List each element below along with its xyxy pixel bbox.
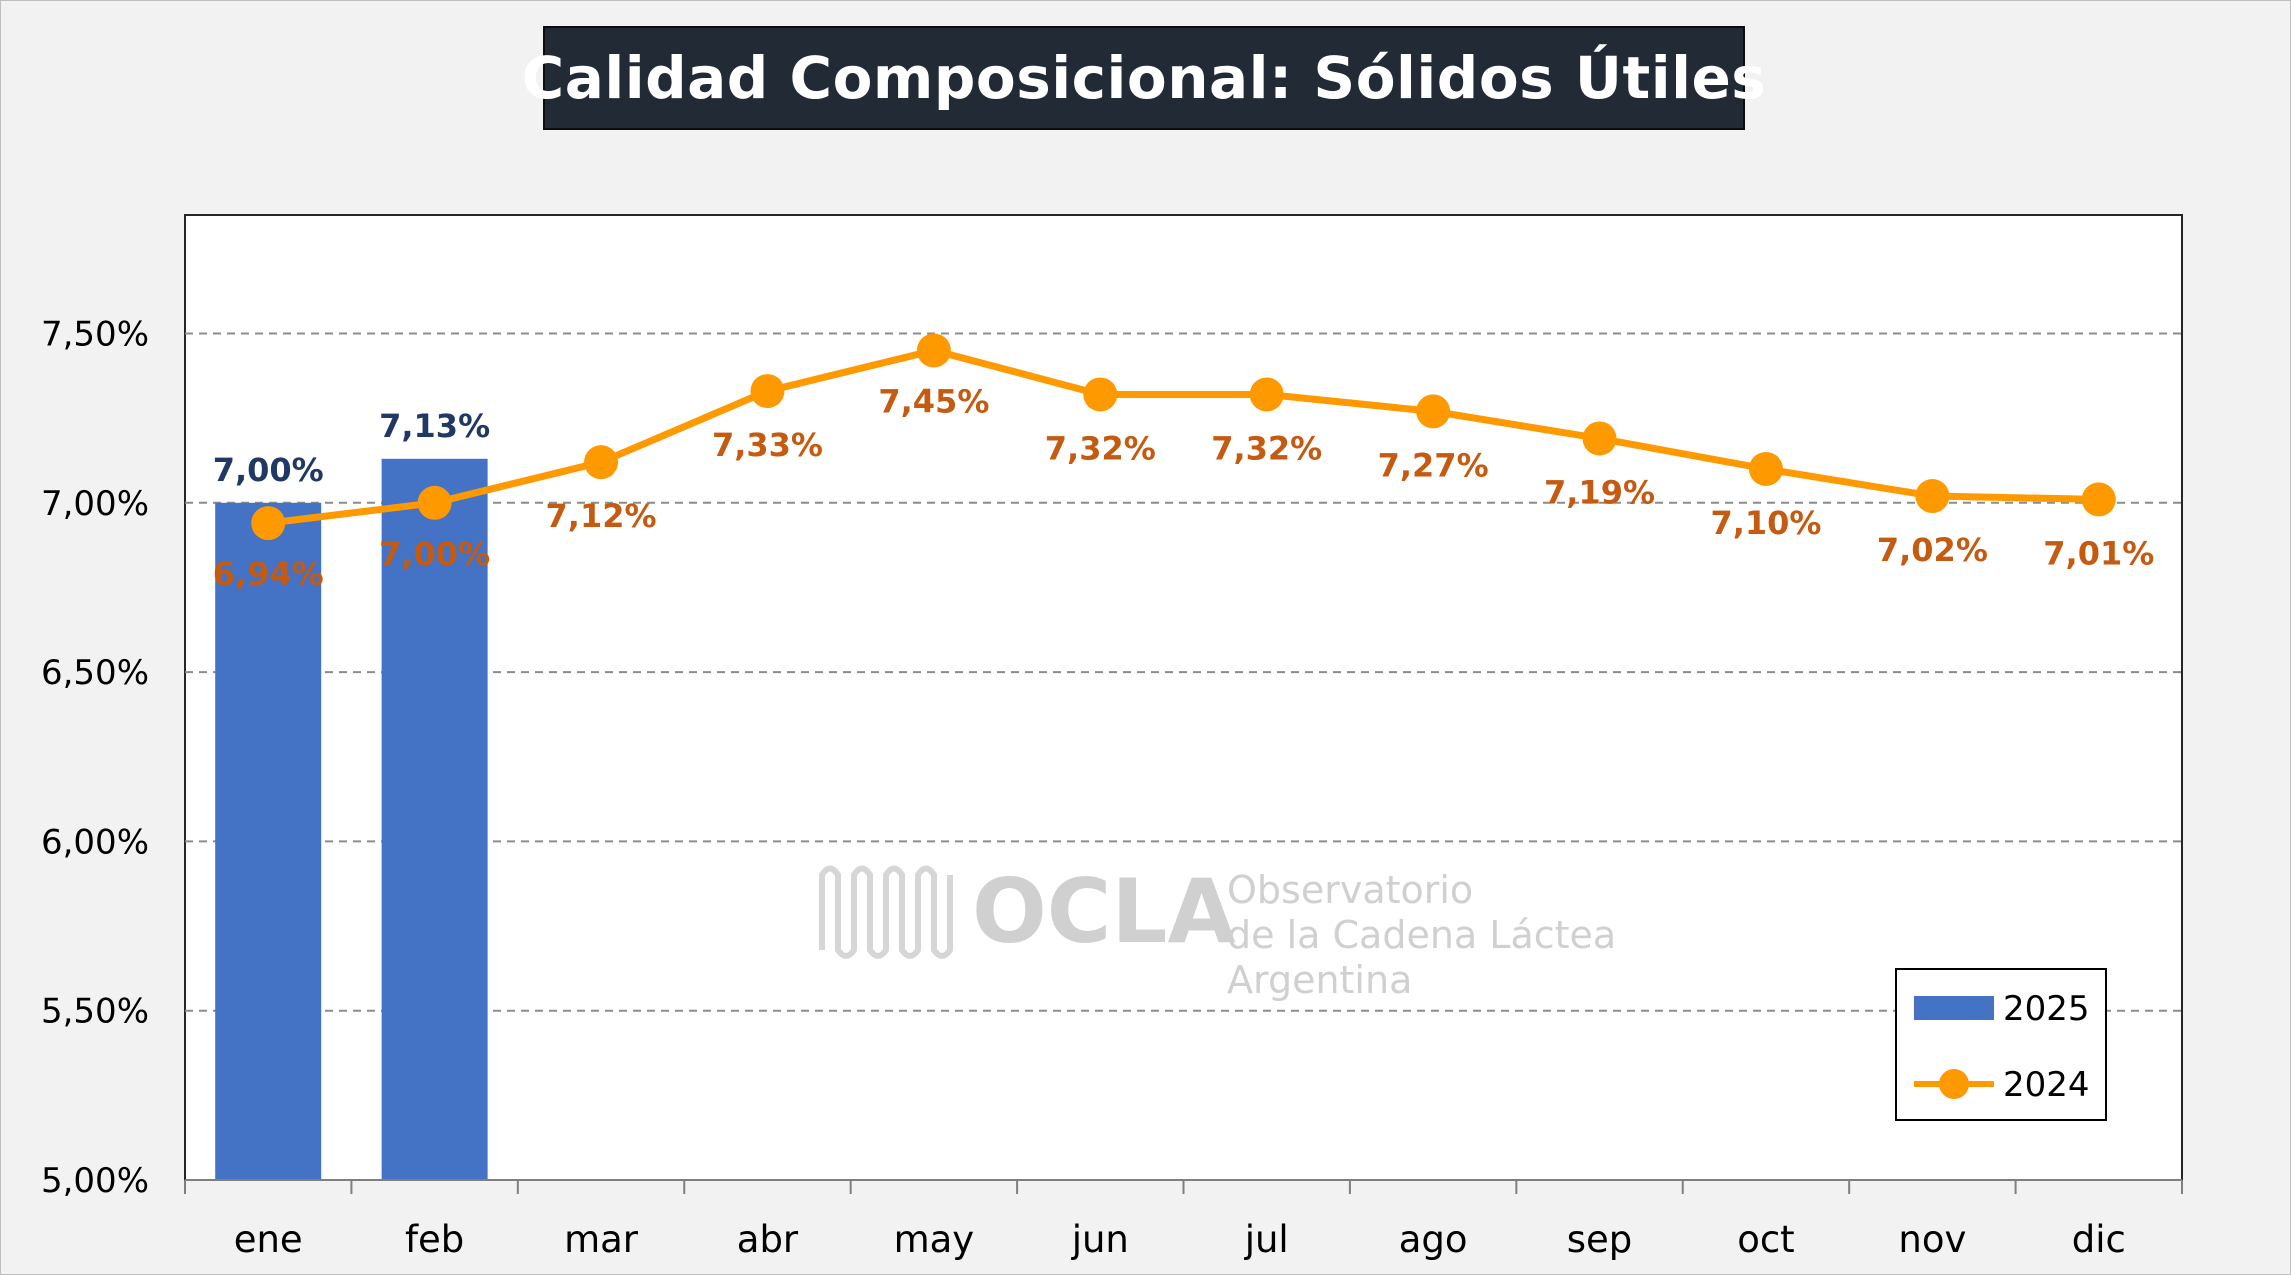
y-tick-label: 7,50% <box>41 315 149 355</box>
point-2024 <box>1416 394 1451 429</box>
point-2024 <box>584 445 619 480</box>
gridlines <box>185 332 2182 1012</box>
plot-area <box>184 214 2183 1181</box>
line-data-label: 7,27% <box>1378 446 1489 484</box>
line-data-label: 7,33% <box>712 426 823 464</box>
y-tick-label: 6,00% <box>41 822 149 862</box>
x-tick-label: ago <box>1399 1218 1468 1261</box>
point-2024 <box>916 333 951 368</box>
line-series-2024 <box>251 333 2116 541</box>
legend-label-2025: 2025 <box>2003 989 2090 1029</box>
title-box: Calidad Composicional: Sólidos Útiles <box>522 26 1766 130</box>
line-data-label: 7,32% <box>1045 429 1156 467</box>
y-tick-label: 5,50% <box>41 992 149 1032</box>
line-data-label: 7,10% <box>1710 504 1821 542</box>
line-data-label: 6,94% <box>213 555 324 593</box>
x-tick-label: ene <box>234 1218 303 1261</box>
line-data-label: 7,01% <box>2043 534 2154 572</box>
x-tick-label: nov <box>1898 1218 1966 1261</box>
chart-title: Calidad Composicional: Sólidos Útiles <box>521 44 1767 112</box>
y-tick-label: 6,50% <box>41 653 149 693</box>
watermark-brand: OCLA <box>972 860 1236 963</box>
axes: 5,00% 5,50% 6,00% 6,50% 7,00% 7,50% ene feb mar a… <box>41 315 2183 1261</box>
point-2024 <box>750 374 785 409</box>
point-2024 <box>1083 377 1118 412</box>
point-2024 <box>251 506 286 541</box>
x-tick-label: mar <box>564 1218 639 1261</box>
watermark-logo: OCLA Observatorio de la Cadena Láctea Ar… <box>819 860 1616 1002</box>
x-tick-label: oct <box>1737 1218 1795 1261</box>
point-2024 <box>417 485 452 520</box>
watermark-line1: Observatorio <box>1227 868 1473 912</box>
legend-swatch-2024-marker <box>1939 1069 1969 1099</box>
bar-series-2025 <box>215 458 488 1181</box>
watermark-wave-icon <box>819 865 953 959</box>
x-tick-label: jul <box>1244 1218 1289 1261</box>
data-labels: 7,00% 7,13% 6,94% 7,00% 7,12% 7,33% 7,45% 7,32%… <box>213 382 2155 593</box>
bar-2025 <box>215 502 322 1180</box>
x-tick-label: jun <box>1071 1218 1129 1261</box>
x-tick-label: abr <box>737 1218 799 1261</box>
bar-data-label: 7,13% <box>379 407 490 445</box>
line-data-label: 7,00% <box>379 535 490 573</box>
line-data-label: 7,32% <box>1211 429 1322 467</box>
legend-swatch-2025 <box>1914 996 1994 1020</box>
point-2024 <box>2081 482 2116 517</box>
line-data-label: 7,02% <box>1877 531 1988 569</box>
line-data-label: 7,45% <box>878 382 989 420</box>
legend: 2025 2024 <box>1895 968 2107 1121</box>
legend-box <box>1895 968 2107 1121</box>
x-tick-label: dic <box>2072 1218 2126 1261</box>
line-2024 <box>267 346 2099 527</box>
point-2024 <box>1748 451 1783 486</box>
line-data-label: 7,19% <box>1544 473 1655 511</box>
x-tick-label: feb <box>405 1218 464 1261</box>
line-data-label: 7,12% <box>546 497 657 535</box>
x-tick-label: sep <box>1567 1218 1633 1261</box>
legend-label-2024: 2024 <box>2003 1065 2090 1105</box>
watermark-line2: de la Cadena Láctea <box>1227 913 1616 957</box>
watermark-line3: Argentina <box>1227 958 1412 1002</box>
point-2024 <box>1915 479 1950 514</box>
bar-2025 <box>381 458 488 1181</box>
point-2024 <box>1249 377 1284 412</box>
y-tick-label: 7,00% <box>41 484 149 524</box>
bar-data-label: 7,00% <box>213 451 324 489</box>
y-tick-label: 5,00% <box>41 1161 149 1201</box>
x-tick-label: may <box>894 1218 975 1261</box>
point-2024 <box>1582 421 1617 456</box>
